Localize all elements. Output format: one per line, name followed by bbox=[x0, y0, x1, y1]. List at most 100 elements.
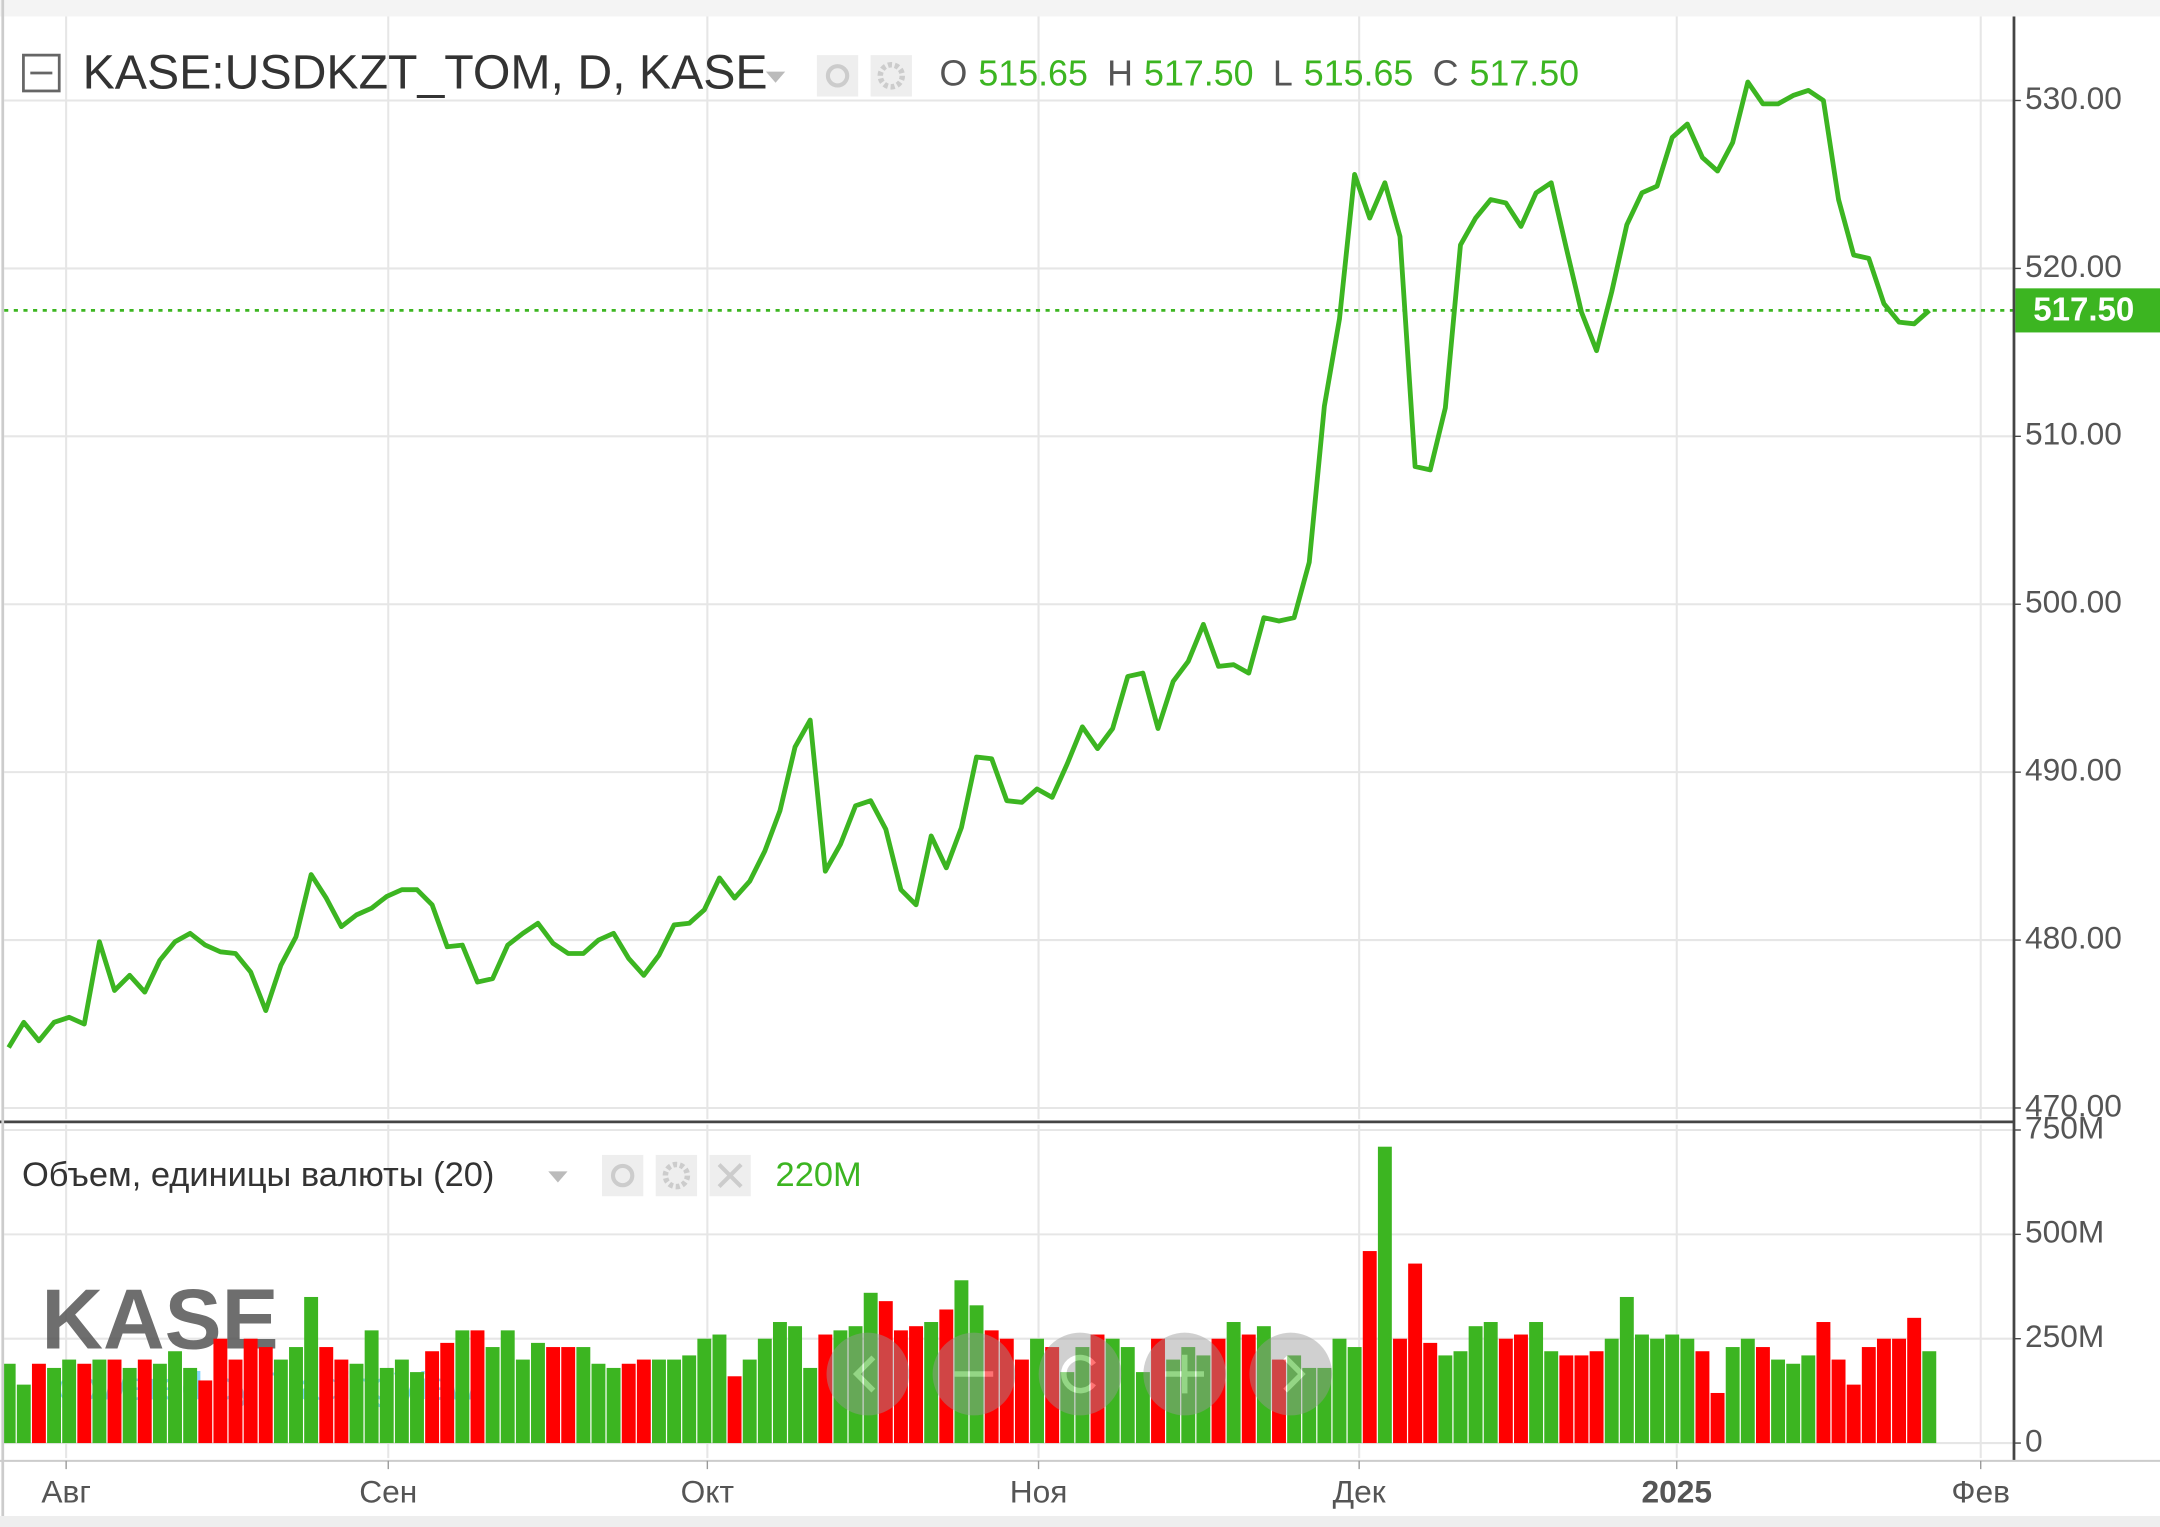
collapse-icon[interactable] bbox=[22, 53, 61, 93]
settings-button[interactable] bbox=[655, 1154, 698, 1197]
last-price-label: 517.50 bbox=[2033, 291, 2134, 328]
volume-bar bbox=[1226, 1322, 1241, 1444]
zoom-out-button[interactable] bbox=[932, 1332, 1016, 1416]
volume-bar bbox=[1740, 1338, 1755, 1444]
volume-bar bbox=[636, 1359, 651, 1444]
volume-bar bbox=[1438, 1355, 1453, 1444]
volume-bar bbox=[1075, 1347, 1090, 1444]
volume-bar bbox=[1861, 1347, 1876, 1444]
volume-bar bbox=[999, 1338, 1014, 1444]
volume-bar bbox=[1014, 1359, 1029, 1444]
volume-bar bbox=[1876, 1338, 1891, 1444]
volume-bar bbox=[1408, 1263, 1423, 1444]
top-strip bbox=[0, 0, 2160, 17]
scroll-left-button[interactable] bbox=[826, 1332, 910, 1416]
dropdown-arrow[interactable] bbox=[548, 1171, 568, 1183]
volume-bar bbox=[712, 1334, 727, 1444]
volume-bar bbox=[1302, 1367, 1317, 1444]
volume-bar bbox=[16, 1384, 31, 1444]
gear-icon bbox=[662, 1161, 691, 1190]
volume-bar bbox=[1453, 1351, 1468, 1444]
ohlc-value: 517.50 bbox=[1144, 53, 1254, 93]
ohlc-value: 517.50 bbox=[1470, 53, 1580, 93]
volume-bar bbox=[228, 1359, 243, 1444]
volume-last: 220M bbox=[776, 1156, 862, 1194]
price-layer bbox=[4, 79, 2014, 1049]
x-tick-label: 2025 bbox=[1641, 1473, 1711, 1509]
volume-bar bbox=[349, 1363, 364, 1444]
bottom-strip bbox=[0, 1515, 2160, 1527]
volume-bar bbox=[1544, 1351, 1559, 1444]
volume-bar bbox=[1589, 1351, 1604, 1444]
volume-bar bbox=[62, 1359, 77, 1444]
volume-bar bbox=[515, 1359, 530, 1444]
volume-bar bbox=[1907, 1317, 1922, 1444]
volume-bar bbox=[1317, 1367, 1332, 1444]
volume-bar bbox=[1771, 1359, 1786, 1444]
volume-bar bbox=[1725, 1347, 1740, 1444]
volume-bar bbox=[576, 1347, 591, 1444]
volume-bar bbox=[1816, 1322, 1831, 1444]
volume-bar bbox=[1483, 1322, 1498, 1444]
volume-bar bbox=[1710, 1392, 1725, 1444]
volume-bar bbox=[364, 1330, 379, 1444]
volume-bar bbox=[697, 1338, 712, 1444]
symbol-title: KASE:USDKZT_TOM, D, KASE bbox=[83, 46, 768, 100]
volume-bar bbox=[500, 1330, 515, 1444]
volume-bar bbox=[788, 1326, 803, 1444]
volume-bar bbox=[1634, 1334, 1649, 1444]
scroll-right-button[interactable] bbox=[1249, 1332, 1333, 1416]
ohlc-value: 515.65 bbox=[1304, 53, 1414, 93]
ohlc-key: O bbox=[939, 53, 967, 93]
y-tick-label: 530.00 bbox=[2025, 80, 2122, 116]
volume-bar bbox=[1151, 1338, 1165, 1444]
ohlc-value: 515.65 bbox=[978, 53, 1088, 93]
volume-bar bbox=[939, 1309, 954, 1444]
x-tick-label: Окт bbox=[681, 1473, 734, 1509]
volume-bar bbox=[652, 1359, 666, 1444]
volume-bar bbox=[470, 1330, 485, 1444]
volume-bar bbox=[1135, 1372, 1150, 1444]
zoom-in-button[interactable] bbox=[1143, 1332, 1227, 1416]
x-tick-label: Ноя bbox=[1010, 1473, 1068, 1509]
volume-bar bbox=[1211, 1338, 1226, 1444]
eye-button[interactable] bbox=[816, 55, 859, 97]
volume-bar bbox=[1498, 1338, 1513, 1444]
volume-bar bbox=[319, 1347, 334, 1444]
volume-bar bbox=[1665, 1334, 1680, 1444]
volume-bar bbox=[1680, 1338, 1695, 1444]
volume-bar bbox=[1241, 1334, 1256, 1444]
volume-bar bbox=[1514, 1334, 1528, 1444]
volume-layer bbox=[1, 1146, 1937, 1444]
settings-button[interactable] bbox=[870, 55, 912, 97]
volume-bar bbox=[924, 1322, 939, 1444]
plus-icon bbox=[1165, 1354, 1204, 1394]
volume-bar bbox=[561, 1347, 576, 1444]
volume-bar bbox=[1256, 1326, 1271, 1444]
volume-bar bbox=[485, 1347, 500, 1444]
volume-bar bbox=[1181, 1347, 1196, 1444]
volume-bar bbox=[757, 1338, 772, 1444]
y-tick-label: 490.00 bbox=[2025, 752, 2122, 788]
y-tick-label: 520.00 bbox=[2025, 248, 2122, 284]
volume-bar bbox=[31, 1363, 46, 1444]
volume-bar bbox=[1650, 1338, 1665, 1444]
volume-bar bbox=[1755, 1347, 1770, 1444]
volume-bar bbox=[727, 1376, 742, 1444]
volume-bar bbox=[531, 1342, 545, 1444]
volume-bar bbox=[1529, 1322, 1544, 1444]
volume-bar bbox=[848, 1326, 863, 1444]
dropdown-arrow[interactable] bbox=[765, 71, 786, 83]
close-icon bbox=[717, 1163, 743, 1189]
volume-bar bbox=[969, 1305, 984, 1444]
y-tick-label: 510.00 bbox=[2025, 416, 2122, 452]
volume-bar bbox=[1287, 1355, 1302, 1444]
reset-button[interactable] bbox=[1038, 1332, 1122, 1416]
reset-icon bbox=[1061, 1354, 1097, 1394]
y-tick-label: 0 bbox=[2025, 1422, 2043, 1458]
axis-layer: Авг Сен Окт Ноя Дек 2025 Фев 470.00 480.00 490.00… bbox=[41, 80, 2160, 1509]
eye-button[interactable] bbox=[601, 1154, 644, 1197]
volume-bar bbox=[591, 1363, 606, 1444]
